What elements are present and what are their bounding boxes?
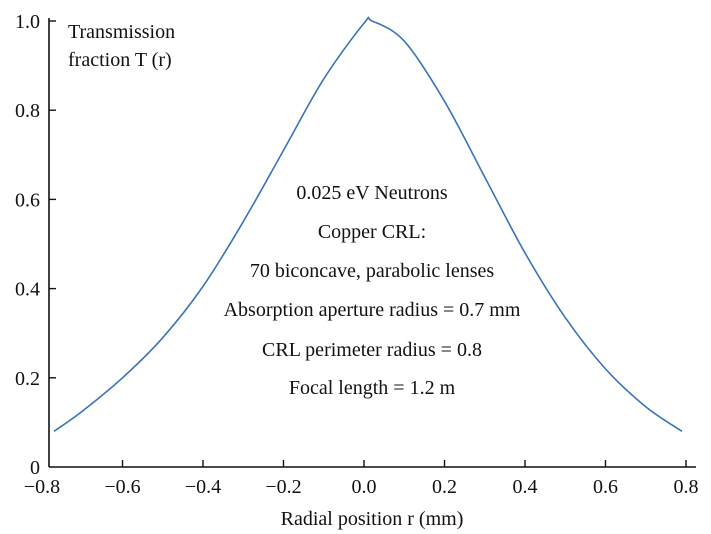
y-tick-label: 0.2 (15, 368, 40, 390)
y-tick-label: 1.0 (15, 11, 40, 33)
x-tick-label: −0.4 (185, 476, 221, 498)
annotation-focal-length: Focal length = 1.2 m (289, 377, 456, 399)
annotation-material: Copper CRL: (318, 221, 426, 243)
axes (48, 18, 696, 468)
x-axis-title: Radial position r (mm) (281, 508, 464, 530)
x-tick-label: −0.8 (24, 476, 60, 498)
y-ticks: 0 0.2 0.4 0.6 0.8 1.0 (15, 11, 56, 479)
transmission-curve (53, 16, 683, 432)
y-tick-label: 0.6 (15, 189, 40, 211)
x-tick-label: 0.2 (432, 476, 457, 498)
x-tick-label: −0.6 (104, 476, 140, 498)
x-tick-label: 0.4 (513, 476, 538, 498)
x-tick-label: −0.2 (265, 476, 301, 498)
annotation-aperture: Absorption aperture radius = 0.7 mm (224, 299, 521, 321)
curves (53, 16, 683, 432)
y-axis-title-line-1: Transmission (68, 21, 175, 43)
y-tick-label: 0.4 (15, 279, 40, 301)
x-tick-label: 0.8 (674, 476, 699, 498)
y-axis-title-line-2: fraction T (r) (68, 49, 172, 71)
y-tick-label: 0.8 (15, 100, 40, 122)
annotations: 0.025 eV Neutrons Copper CRL: 70 biconca… (224, 182, 521, 399)
x-tick-label: 0.0 (352, 476, 377, 498)
x-tick-label: 0.6 (593, 476, 618, 498)
annotation-lenses: 70 biconcave, parabolic lenses (250, 260, 495, 282)
annotation-energy: 0.025 eV Neutrons (296, 182, 447, 204)
annotation-perimeter: CRL perimeter radius = 0.8 (262, 339, 482, 361)
x-ticks: −0.8 −0.6 −0.4 −0.2 0.0 0.2 0.4 0.6 0.8 (24, 460, 699, 498)
y-tick-label: 0 (30, 457, 40, 479)
